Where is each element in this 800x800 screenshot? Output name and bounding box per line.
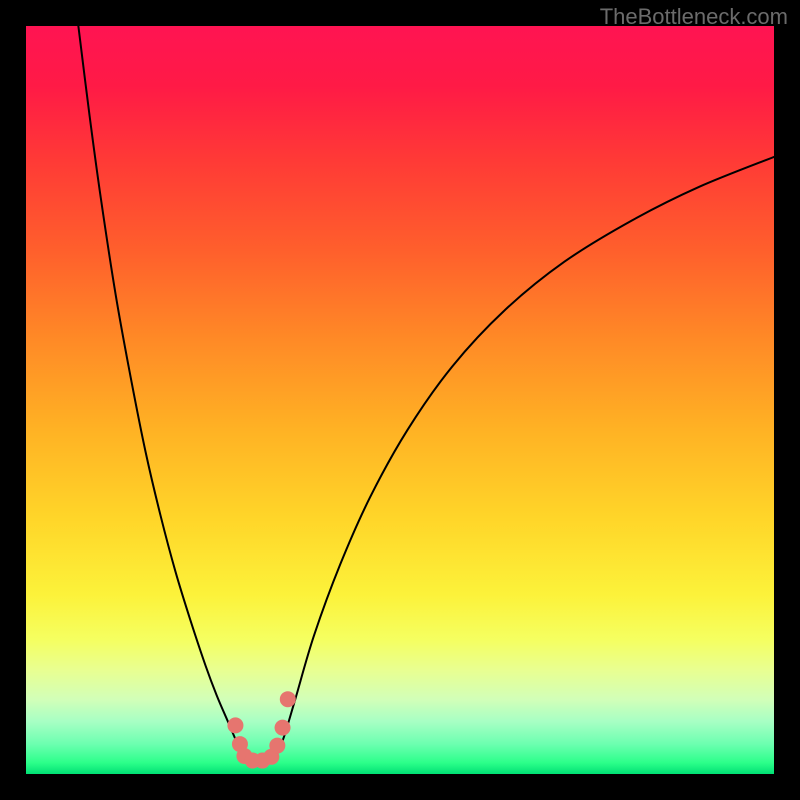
valley-marker (227, 717, 243, 733)
left-curve (78, 26, 243, 755)
valley-marker (269, 738, 285, 754)
curve-layer (26, 26, 774, 774)
plot-area (26, 26, 774, 774)
watermark-text: TheBottleneck.com (600, 4, 788, 30)
chart-frame: TheBottleneck.com (0, 0, 800, 800)
valley-marker (280, 691, 296, 707)
valley-markers (227, 691, 295, 768)
right-curve (277, 157, 774, 755)
valley-marker (275, 720, 291, 736)
